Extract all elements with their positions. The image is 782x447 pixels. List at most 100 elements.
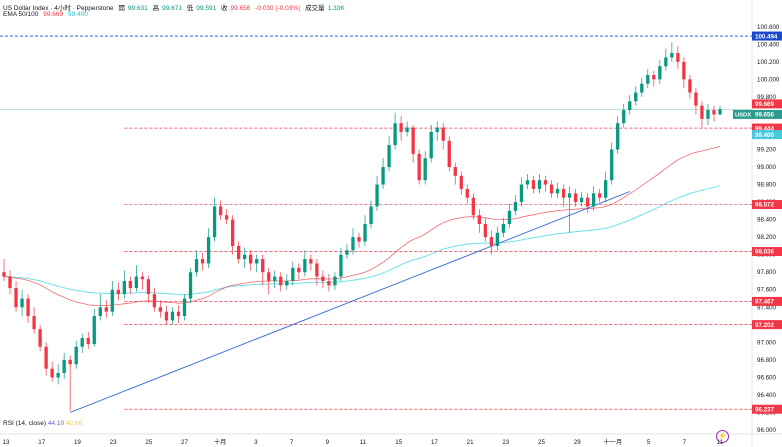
time-tick-label: 7 (290, 439, 294, 446)
time-tick-label: 25 (538, 439, 545, 446)
price-tick-label: 100.000 (757, 76, 780, 83)
candle-body (453, 167, 457, 176)
volume-value: 1.33K (327, 5, 345, 12)
price-tick-label: 98.400 (757, 217, 776, 224)
candle-body (393, 123, 397, 146)
time-tick-label: 3 (254, 439, 258, 446)
time-tick-label: 十月 (214, 438, 226, 446)
time-tick-label: 21 (467, 439, 474, 446)
tag-level-bg (752, 123, 782, 133)
candle-body (116, 289, 120, 295)
candle-body (291, 267, 295, 281)
close-label: 收 (220, 5, 228, 12)
price-tick-label: 100.600 (757, 24, 780, 31)
tag-ema100-bg (752, 130, 782, 140)
candle-body (555, 188, 560, 194)
candle-body (218, 206, 223, 216)
time-tick-label: 十一月 (604, 438, 623, 446)
rsi-label: RSI (14, close) (3, 420, 46, 427)
candle-body (146, 279, 151, 295)
time-tick-label: 19 (74, 439, 81, 446)
candle-body (604, 180, 608, 198)
price-tick-label: 100.200 (757, 59, 780, 66)
time-tick-label: 27 (181, 439, 188, 446)
time-tick-label: 17 (38, 439, 45, 446)
candle-body (26, 298, 30, 317)
tag-level-bg (752, 404, 782, 414)
time-tick-label: 9 (326, 439, 330, 446)
candle-body (375, 184, 379, 207)
tag-level: 99.444 (755, 125, 774, 132)
candle-body (670, 53, 674, 58)
price-tick-label: 96.400 (757, 392, 776, 399)
tag-symbol: USDX (735, 113, 751, 119)
time-tick-label: 13 (3, 439, 10, 446)
candle-body (200, 259, 205, 264)
candle-body (297, 267, 301, 273)
candle-body (543, 180, 548, 185)
candle-body (357, 237, 361, 242)
candle-body (182, 298, 187, 317)
candle-body (273, 276, 277, 281)
candle-body (688, 79, 692, 93)
candle-body (573, 193, 578, 203)
candle-body (224, 215, 229, 220)
tag-ema100: 99.400 (755, 132, 774, 139)
candle-body (243, 254, 247, 260)
candle-body (694, 92, 698, 106)
tag-level: 97.467 (755, 299, 774, 306)
candle-body (646, 74, 650, 84)
rsi-legend: RSI (14, close) 44.10 42.66 (3, 420, 82, 427)
price-tick-label: 97.400 (757, 304, 776, 311)
candle-body (50, 368, 54, 378)
ema100-value: 99.400 (67, 11, 88, 18)
candle-body (110, 289, 114, 312)
tag-high-level: 100.494 (755, 33, 778, 40)
candle-body (712, 110, 716, 115)
time-tick-label: 29 (574, 439, 581, 446)
close-value: 99.656 (230, 5, 251, 12)
candle-body (309, 259, 313, 264)
candle-body (465, 188, 469, 198)
candle-body (537, 180, 542, 189)
price-tick-label: 97.800 (757, 269, 776, 276)
time-tick-label: 5 (647, 439, 651, 446)
candle-body (471, 197, 475, 216)
candle-body (579, 197, 584, 203)
candle-body (321, 276, 325, 281)
candle-body (164, 311, 169, 321)
time-tick-label: 11 (360, 439, 367, 446)
price-tick-label: 96.600 (757, 374, 776, 381)
candle-body (315, 263, 319, 277)
lightning-icon[interactable]: ⚡ (716, 430, 729, 443)
tag-current-price-bg (752, 109, 782, 119)
candle-body (405, 127, 409, 132)
candle-body (212, 206, 217, 238)
price-tick-label: 96.800 (757, 357, 776, 364)
symbol-title: US Dollar Index · 4小时 · Pepperstone (3, 5, 114, 12)
candle-body (610, 149, 614, 181)
rsi-value: 44.10 (47, 420, 65, 427)
ema50-line (3, 146, 721, 307)
trendline[interactable] (70, 191, 630, 413)
candle-body (549, 184, 554, 194)
tag-current-price: 99.656 (755, 112, 774, 119)
candle-body (339, 254, 343, 277)
price-tick-label: 99.800 (757, 94, 776, 101)
tag-level: 97.202 (755, 322, 774, 329)
candle-body (74, 346, 78, 365)
candle-body (285, 280, 289, 286)
candle-body (303, 259, 307, 273)
candle-body (429, 131, 433, 159)
low-value: 99.591 (196, 5, 217, 12)
tag-level-bg (752, 247, 782, 257)
tag-level-bg (752, 320, 782, 330)
candle-body (122, 280, 126, 295)
tag-level: 98.572 (755, 202, 774, 209)
candle-body (152, 294, 157, 308)
candle-body (351, 237, 355, 251)
open-value: 99.631 (127, 5, 148, 12)
candle-body (658, 66, 662, 80)
price-tick-label: 98.200 (757, 234, 776, 241)
